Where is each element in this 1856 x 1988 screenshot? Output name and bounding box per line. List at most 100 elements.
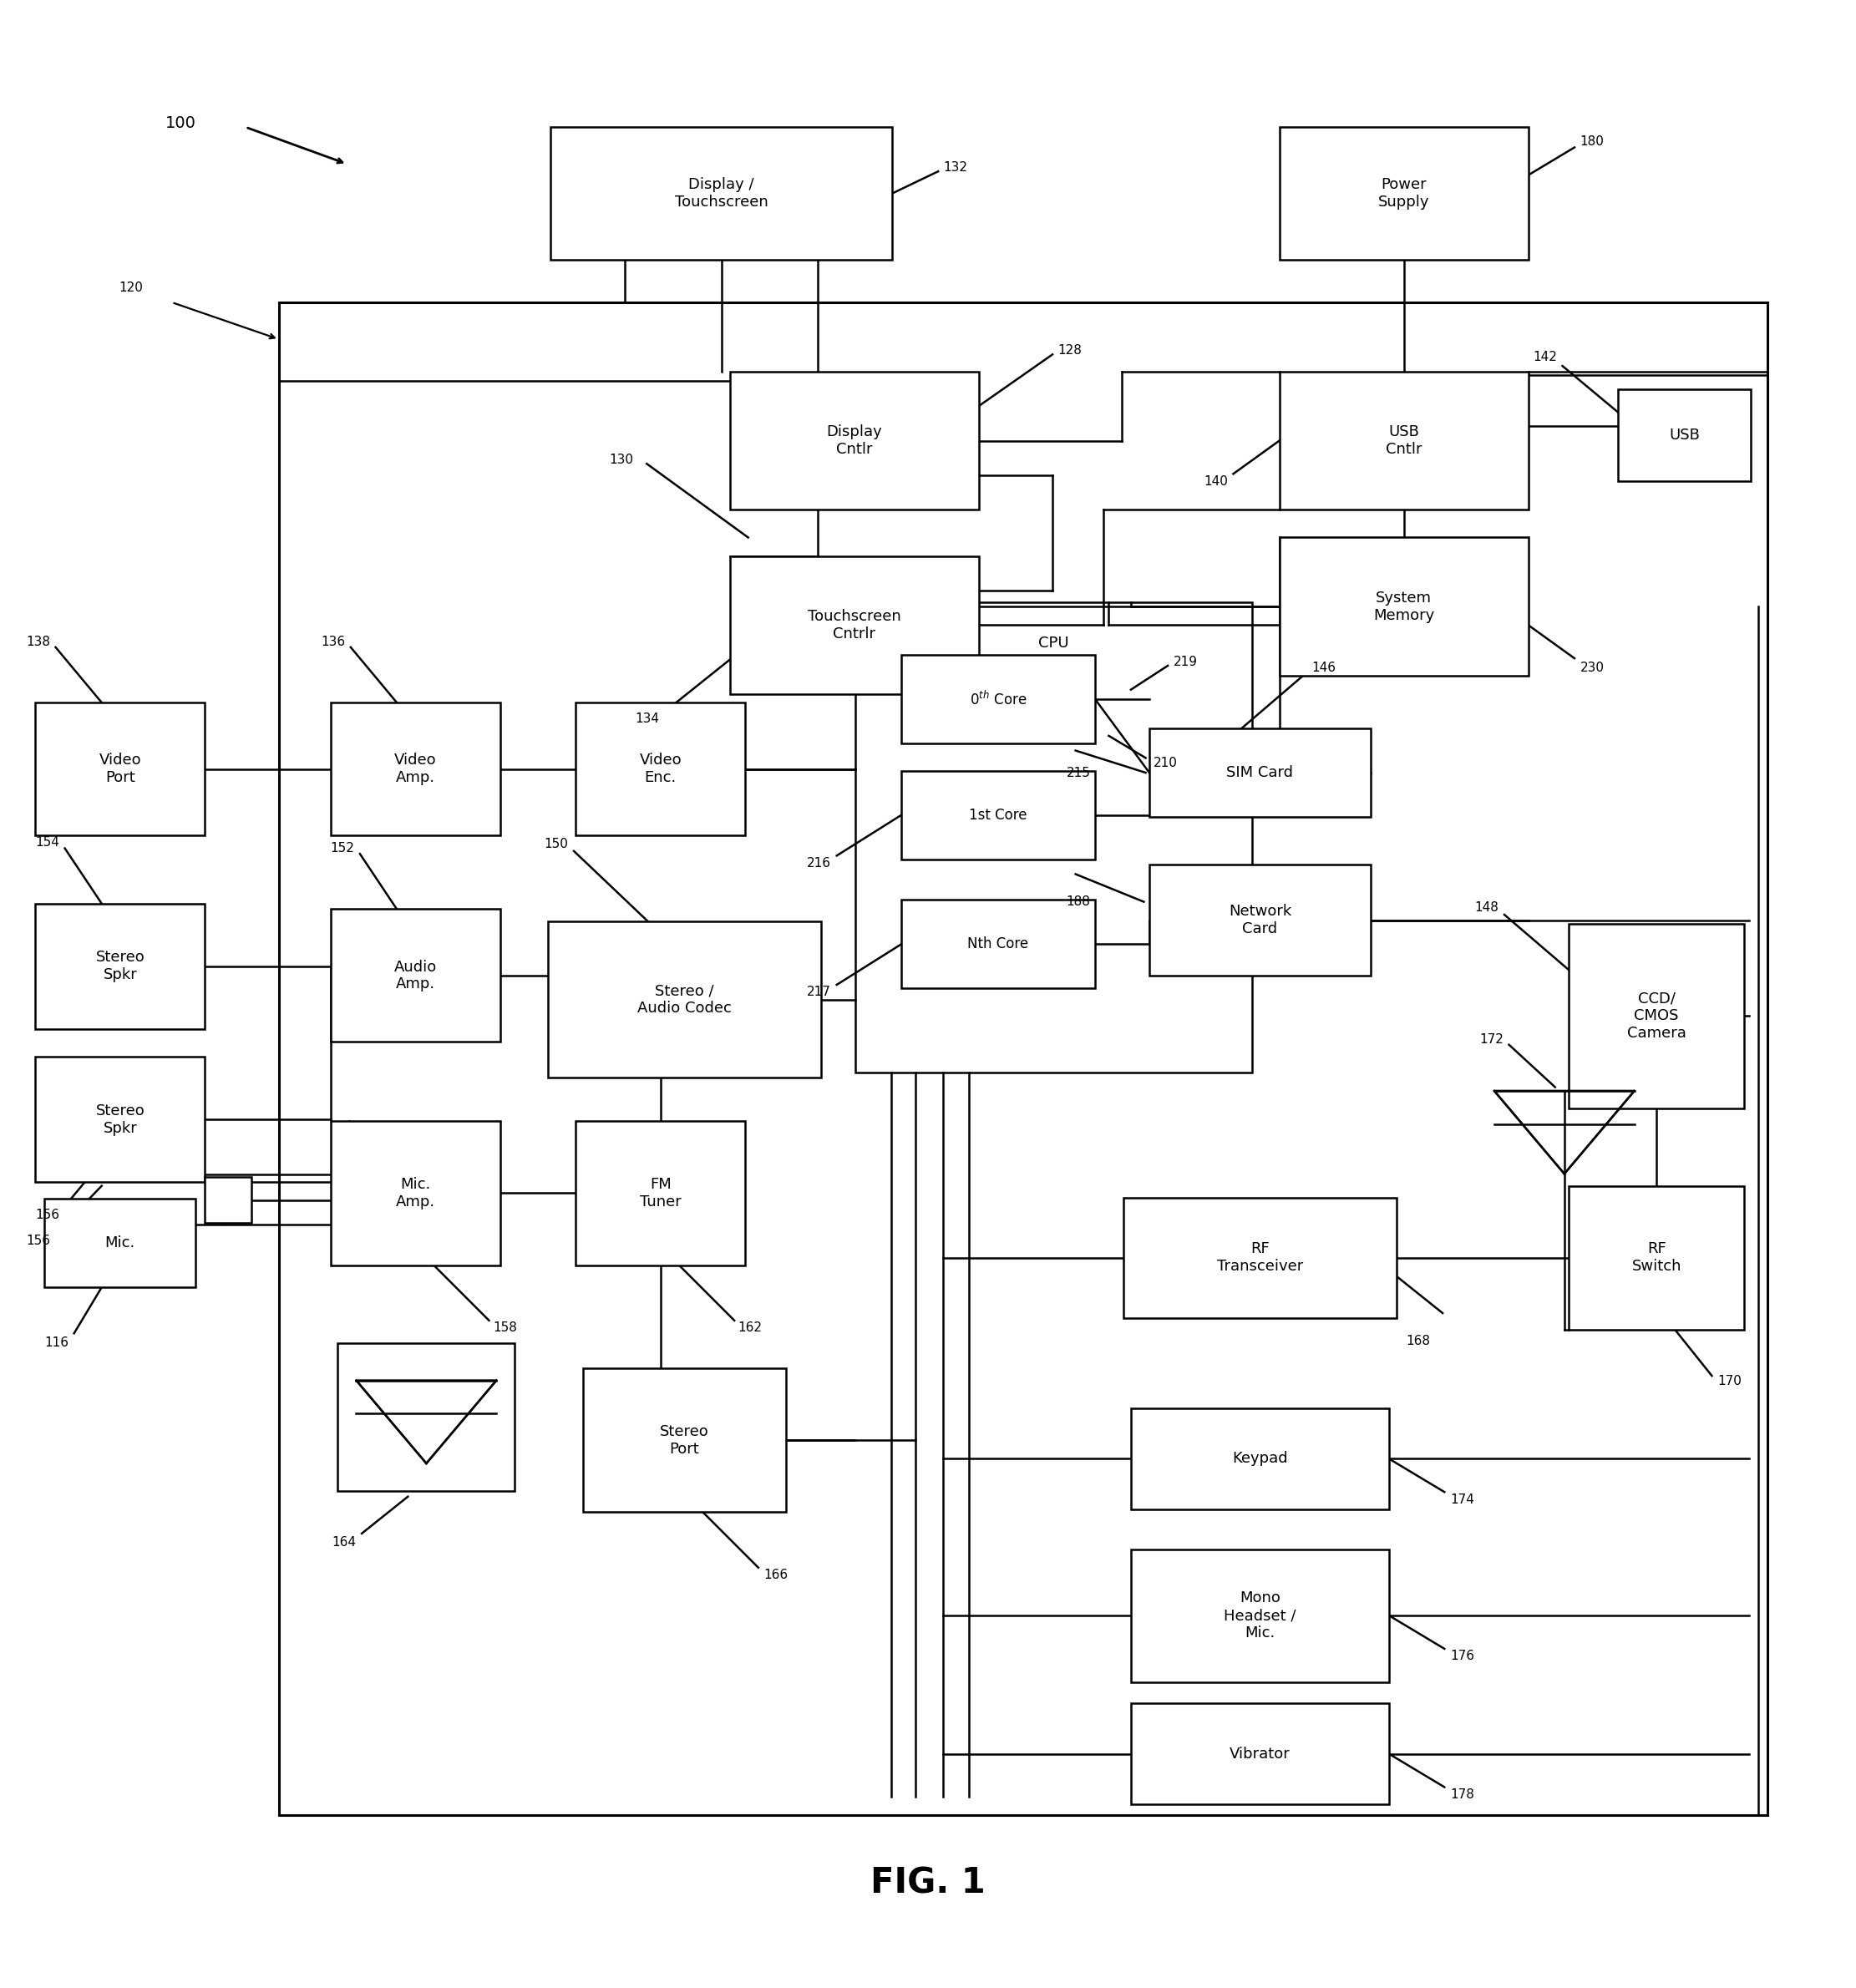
Text: 148: 148 bbox=[1476, 901, 1500, 914]
FancyBboxPatch shape bbox=[548, 920, 820, 1077]
FancyBboxPatch shape bbox=[1149, 728, 1370, 817]
Text: 176: 176 bbox=[1450, 1650, 1474, 1662]
FancyBboxPatch shape bbox=[1568, 924, 1745, 1109]
Text: Video
Enc.: Video Enc. bbox=[640, 753, 681, 785]
Text: 172: 172 bbox=[1479, 1034, 1503, 1046]
Text: Stereo
Port: Stereo Port bbox=[661, 1423, 709, 1457]
FancyBboxPatch shape bbox=[856, 602, 1251, 1072]
Text: RF
Switch: RF Switch bbox=[1631, 1242, 1682, 1274]
Text: 154: 154 bbox=[35, 837, 59, 849]
Text: 1st Core: 1st Core bbox=[969, 807, 1026, 823]
Text: 215: 215 bbox=[1067, 767, 1091, 779]
FancyBboxPatch shape bbox=[35, 702, 204, 835]
Text: 142: 142 bbox=[1533, 350, 1557, 364]
Text: SIM Card: SIM Card bbox=[1227, 765, 1294, 779]
Text: 132: 132 bbox=[943, 161, 967, 175]
Text: 152: 152 bbox=[330, 843, 354, 855]
FancyBboxPatch shape bbox=[902, 654, 1095, 744]
FancyBboxPatch shape bbox=[1123, 1199, 1396, 1318]
FancyBboxPatch shape bbox=[551, 127, 893, 260]
Text: 140: 140 bbox=[1203, 475, 1227, 487]
Text: Vibrator: Vibrator bbox=[1231, 1745, 1290, 1761]
Text: 146: 146 bbox=[1312, 662, 1336, 674]
FancyBboxPatch shape bbox=[278, 302, 1767, 1815]
Text: 166: 166 bbox=[765, 1569, 789, 1580]
FancyBboxPatch shape bbox=[1279, 372, 1527, 509]
Text: Nth Core: Nth Core bbox=[967, 936, 1028, 952]
Text: 217: 217 bbox=[807, 986, 831, 998]
FancyBboxPatch shape bbox=[902, 901, 1095, 988]
Text: 0$^{th}$ Core: 0$^{th}$ Core bbox=[969, 690, 1026, 708]
Text: 156: 156 bbox=[26, 1235, 50, 1246]
FancyBboxPatch shape bbox=[1130, 1408, 1388, 1509]
FancyBboxPatch shape bbox=[1279, 537, 1527, 676]
FancyBboxPatch shape bbox=[1149, 865, 1370, 976]
FancyBboxPatch shape bbox=[1130, 1704, 1388, 1805]
Text: 150: 150 bbox=[544, 837, 568, 851]
FancyBboxPatch shape bbox=[338, 1344, 514, 1491]
Text: 138: 138 bbox=[26, 636, 50, 648]
FancyBboxPatch shape bbox=[1130, 1549, 1388, 1682]
Text: Stereo
Spkr: Stereo Spkr bbox=[97, 950, 145, 982]
Text: USB
Cntlr: USB Cntlr bbox=[1386, 425, 1422, 457]
FancyBboxPatch shape bbox=[575, 1121, 746, 1264]
Text: 158: 158 bbox=[492, 1322, 516, 1334]
FancyBboxPatch shape bbox=[204, 1177, 251, 1223]
Text: 116: 116 bbox=[45, 1336, 69, 1350]
Text: Stereo
Spkr: Stereo Spkr bbox=[97, 1103, 145, 1135]
Text: Network
Card: Network Card bbox=[1229, 905, 1292, 936]
FancyBboxPatch shape bbox=[729, 557, 978, 694]
Text: Display /
Touchscreen: Display / Touchscreen bbox=[676, 177, 768, 209]
Text: Display
Cntlr: Display Cntlr bbox=[826, 425, 882, 457]
Text: 162: 162 bbox=[739, 1322, 763, 1334]
FancyBboxPatch shape bbox=[1568, 1185, 1745, 1330]
Text: CPU: CPU bbox=[1038, 636, 1069, 650]
Text: Video
Port: Video Port bbox=[98, 753, 141, 785]
Text: FM
Tuner: FM Tuner bbox=[640, 1177, 681, 1209]
Text: 178: 178 bbox=[1450, 1789, 1474, 1801]
Text: 219: 219 bbox=[1173, 656, 1197, 668]
Text: Keypad: Keypad bbox=[1232, 1451, 1288, 1467]
FancyBboxPatch shape bbox=[35, 1058, 204, 1183]
FancyBboxPatch shape bbox=[583, 1368, 785, 1513]
FancyBboxPatch shape bbox=[729, 372, 978, 509]
Text: 128: 128 bbox=[1058, 344, 1082, 358]
Text: RF
Transceiver: RF Transceiver bbox=[1218, 1242, 1303, 1274]
Text: 188: 188 bbox=[1067, 895, 1091, 909]
Text: System
Memory: System Memory bbox=[1373, 590, 1435, 622]
Text: 170: 170 bbox=[1717, 1376, 1741, 1388]
Text: 216: 216 bbox=[807, 857, 831, 869]
Text: Video
Amp.: Video Amp. bbox=[393, 753, 436, 785]
FancyBboxPatch shape bbox=[35, 905, 204, 1030]
Text: 164: 164 bbox=[332, 1537, 356, 1549]
Text: FIG. 1: FIG. 1 bbox=[870, 1865, 986, 1901]
FancyBboxPatch shape bbox=[902, 771, 1095, 859]
Text: 120: 120 bbox=[119, 282, 143, 294]
Text: Mic.: Mic. bbox=[106, 1235, 135, 1250]
Text: Touchscreen
Cntrlr: Touchscreen Cntrlr bbox=[807, 608, 900, 642]
Text: 180: 180 bbox=[1579, 135, 1604, 149]
Text: 134: 134 bbox=[635, 712, 659, 726]
Text: 210: 210 bbox=[1153, 757, 1177, 769]
FancyBboxPatch shape bbox=[1279, 127, 1527, 260]
FancyBboxPatch shape bbox=[575, 702, 746, 835]
Text: CCD/
CMOS
Camera: CCD/ CMOS Camera bbox=[1628, 992, 1685, 1042]
Text: 174: 174 bbox=[1450, 1493, 1474, 1505]
Text: Mono
Headset /
Mic.: Mono Headset / Mic. bbox=[1223, 1590, 1295, 1640]
Text: USB: USB bbox=[1669, 427, 1700, 443]
Text: 156: 156 bbox=[35, 1209, 59, 1221]
FancyBboxPatch shape bbox=[330, 1121, 499, 1264]
FancyBboxPatch shape bbox=[1618, 390, 1750, 481]
Text: 136: 136 bbox=[321, 636, 345, 648]
Text: 168: 168 bbox=[1405, 1334, 1429, 1348]
Text: Mic.
Amp.: Mic. Amp. bbox=[395, 1177, 434, 1209]
Text: Power
Supply: Power Supply bbox=[1379, 177, 1429, 209]
Text: Audio
Amp.: Audio Amp. bbox=[393, 960, 436, 992]
FancyBboxPatch shape bbox=[45, 1199, 195, 1288]
Text: Stereo /
Audio Codec: Stereo / Audio Codec bbox=[637, 984, 731, 1016]
Text: 130: 130 bbox=[609, 453, 633, 467]
FancyBboxPatch shape bbox=[330, 702, 499, 835]
Text: 230: 230 bbox=[1579, 662, 1604, 674]
FancyBboxPatch shape bbox=[330, 909, 499, 1042]
Text: 100: 100 bbox=[165, 115, 197, 131]
